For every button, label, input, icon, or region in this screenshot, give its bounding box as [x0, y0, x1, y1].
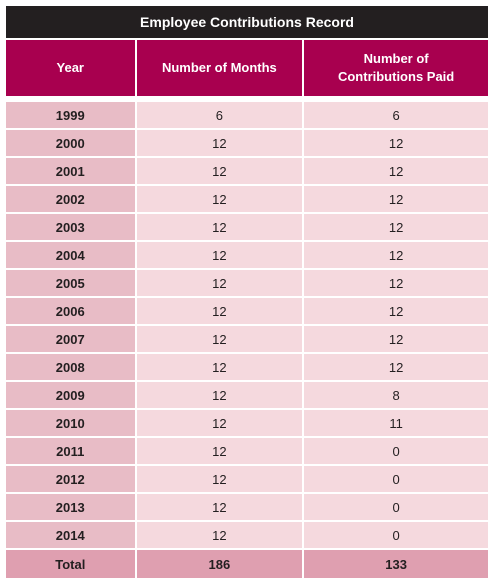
contributions-table: Year Number of Months Number of Contribu…	[4, 40, 490, 578]
paid-cell: 12	[304, 214, 488, 242]
months-cell: 12	[136, 326, 303, 354]
year-cell: 2009	[6, 382, 135, 410]
paid-cell: 0	[304, 522, 488, 550]
table-row: 2006 12 12	[6, 298, 488, 326]
paid-cell: 12	[304, 158, 488, 186]
table-row: 2003 12 12	[6, 214, 488, 242]
year-cell: 2012	[6, 466, 135, 494]
months-cell: 12	[136, 270, 303, 298]
paid-cell: 0	[304, 438, 488, 466]
paid-cell: 0	[304, 494, 488, 522]
year-cell: 2010	[6, 410, 135, 438]
year-cell: 2004	[6, 242, 135, 270]
paid-cell: 12	[304, 130, 488, 158]
total-label: Total	[6, 550, 135, 578]
year-cell: 2000	[6, 130, 135, 158]
months-cell: 12	[136, 298, 303, 326]
paid-cell: 12	[304, 326, 488, 354]
months-cell: 12	[136, 382, 303, 410]
table-row: 2011 12 0	[6, 438, 488, 466]
table-row: 2013 12 0	[6, 494, 488, 522]
year-cell: 2008	[6, 354, 135, 382]
paid-cell: 12	[304, 298, 488, 326]
table-row: 2009 12 8	[6, 382, 488, 410]
paid-cell: 12	[304, 354, 488, 382]
months-cell: 12	[136, 242, 303, 270]
year-cell: 2005	[6, 270, 135, 298]
contributions-header-line2: Contributions Paid	[337, 69, 455, 84]
paid-cell: 0	[304, 466, 488, 494]
year-cell: 2006	[6, 298, 135, 326]
months-cell: 12	[136, 410, 303, 438]
year-cell: 2003	[6, 214, 135, 242]
header-row: Year Number of Months Number of Contribu…	[6, 40, 488, 96]
table-row: 2007 12 12	[6, 326, 488, 354]
months-column-header: Number of Months	[136, 40, 303, 96]
contributions-header-line1: Number of	[363, 51, 429, 66]
table-row: 2001 12 12	[6, 158, 488, 186]
total-row: Total 186 133	[6, 550, 488, 578]
months-cell: 6	[136, 96, 303, 130]
total-months: 186	[136, 550, 303, 578]
months-cell: 12	[136, 130, 303, 158]
months-cell: 12	[136, 354, 303, 382]
months-cell: 12	[136, 466, 303, 494]
table-row: 2000 12 12	[6, 130, 488, 158]
paid-cell: 8	[304, 382, 488, 410]
table-row: 2004 12 12	[6, 242, 488, 270]
paid-cell: 12	[304, 242, 488, 270]
table-row: 1999 6 6	[6, 96, 488, 130]
months-cell: 12	[136, 522, 303, 550]
table-row: 2002 12 12	[6, 186, 488, 214]
months-cell: 12	[136, 214, 303, 242]
year-cell: 2007	[6, 326, 135, 354]
table-row: 2008 12 12	[6, 354, 488, 382]
months-cell: 12	[136, 494, 303, 522]
table-title: Employee Contributions Record	[6, 6, 488, 38]
contributions-column-header: Number of Contributions Paid	[304, 40, 488, 96]
year-cell: 2011	[6, 438, 135, 466]
paid-cell: 12	[304, 186, 488, 214]
year-cell: 2013	[6, 494, 135, 522]
paid-cell: 11	[304, 410, 488, 438]
year-cell: 2001	[6, 158, 135, 186]
year-column-header: Year	[6, 40, 135, 96]
contributions-table-container: Employee Contributions Record Year Numbe…	[6, 6, 488, 578]
total-paid: 133	[304, 550, 488, 578]
months-cell: 12	[136, 438, 303, 466]
table-row: 2005 12 12	[6, 270, 488, 298]
year-cell: 2014	[6, 522, 135, 550]
year-cell: 2002	[6, 186, 135, 214]
table-row: 2014 12 0	[6, 522, 488, 550]
months-cell: 12	[136, 186, 303, 214]
table-row: 2012 12 0	[6, 466, 488, 494]
months-cell: 12	[136, 158, 303, 186]
paid-cell: 12	[304, 270, 488, 298]
paid-cell: 6	[304, 96, 488, 130]
table-row: 2010 12 11	[6, 410, 488, 438]
year-cell: 1999	[6, 96, 135, 130]
